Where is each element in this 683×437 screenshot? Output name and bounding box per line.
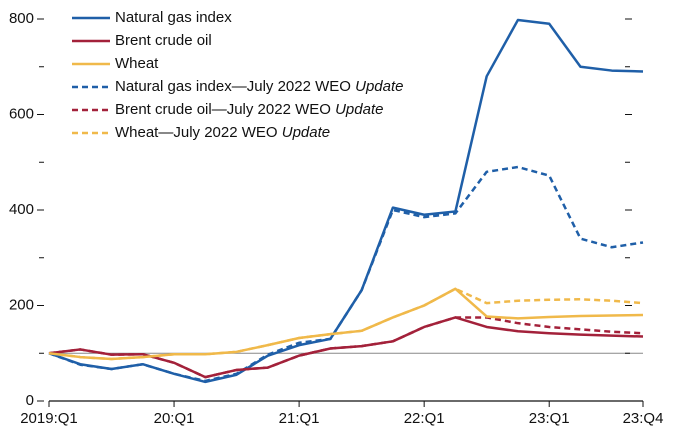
- series-line: [48, 287, 644, 361]
- y-tick-label: 0: [26, 392, 34, 409]
- series-line: [48, 165, 644, 383]
- legend-label: Brent crude oil: [115, 32, 212, 49]
- x-tick-label: 22:Q1: [404, 410, 445, 427]
- x-tick-label: 20:Q1: [154, 410, 195, 427]
- legend-label: Brent crude oil—July 2022 WEO Update: [115, 101, 383, 118]
- y-tick-label: 200: [9, 296, 34, 313]
- legend-label: Wheat: [115, 55, 159, 72]
- y-tick-label: 400: [9, 201, 34, 218]
- series-line: [48, 18, 644, 384]
- x-tick-label: 21:Q1: [279, 410, 320, 427]
- series-line: [48, 316, 644, 379]
- y-tick-label: 800: [9, 10, 34, 27]
- x-tick-label: 23:Q1: [529, 410, 570, 427]
- legend-label: Natural gas index—July 2022 WEO Update: [115, 78, 404, 95]
- legend-label: Natural gas index: [115, 9, 232, 26]
- legend-label: Wheat—July 2022 WEO Update: [115, 124, 330, 141]
- x-tick-label: 23:Q4: [623, 410, 664, 427]
- x-tick-label: 2019:Q1: [20, 410, 78, 427]
- y-tick-label: 600: [9, 105, 34, 122]
